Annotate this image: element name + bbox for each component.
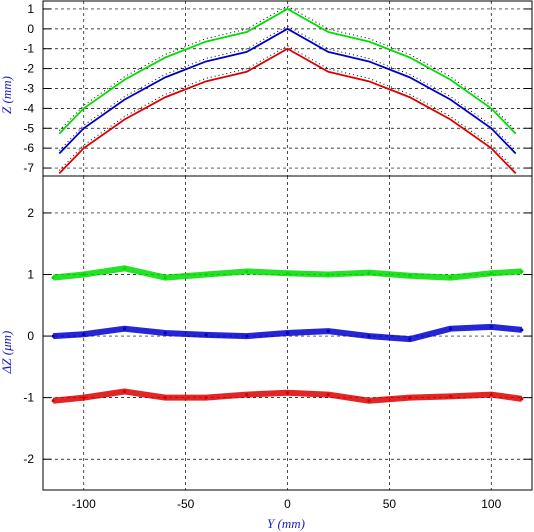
bottom-y-tick-label: 1 — [27, 268, 34, 282]
bottom-series-2-point — [448, 394, 453, 399]
bottom-series-0-point — [82, 272, 86, 277]
top-y-tick-label: -4 — [23, 101, 34, 115]
bottom-series-0-point — [245, 269, 249, 274]
top-y-tick-label: 0 — [27, 22, 34, 36]
top-y-tick-label: -2 — [23, 62, 34, 76]
top-y-tick-label: -6 — [23, 141, 34, 155]
bottom-series-0-point — [122, 266, 127, 270]
bottom-series-1-point — [245, 334, 249, 338]
bottom-series-2-point — [408, 396, 412, 400]
bottom-series-0-point — [448, 275, 453, 280]
bottom-series-2-point — [520, 397, 524, 401]
top-series-0-points — [58, 5, 517, 131]
bottom-series-0-point — [51, 275, 55, 280]
bottom-series-2-point — [51, 399, 55, 403]
bottom-series-0-point — [204, 272, 208, 277]
bottom-series-1-point — [51, 334, 55, 338]
top-y-tick-label: -1 — [23, 42, 34, 56]
top-series-2-line — [58, 47, 517, 175]
bottom-series-2-point — [122, 389, 127, 394]
top-y-axis-title: Z (mm) — [0, 76, 14, 114]
bottom-series-1-point — [448, 327, 453, 331]
x-tick-labels: -100 -50 0 50 100 — [72, 497, 502, 511]
top-panel: 1 0 -1 -2 -3 -4 -5 -6 -7 — [23, 0, 533, 177]
top-y-tick-label: -7 — [23, 161, 34, 175]
bottom-series-2-point — [204, 396, 208, 400]
bottom-series-0-point — [163, 275, 167, 280]
bottom-y-tick-label: 2 — [27, 206, 34, 220]
bottom-panel: 2 1 0 -1 -2 — [23, 175, 533, 491]
bottom-series-1-point — [520, 328, 524, 332]
bottom-series-1-point — [367, 334, 371, 338]
x-tick-label: 100 — [481, 497, 501, 511]
top-series-1-line — [58, 27, 517, 155]
bottom-series-2-point — [82, 396, 86, 400]
bottom-series-2-point — [326, 392, 330, 397]
bottom-series-1-point — [489, 325, 493, 329]
x-tick-label: -50 — [177, 497, 195, 511]
top-series-1-points — [58, 25, 517, 151]
bottom-series-1-point — [326, 329, 330, 333]
top-y-tick-label: 1 — [27, 2, 34, 16]
bottom-series-0-point — [285, 271, 290, 275]
bottom-series-1-point — [122, 327, 127, 331]
bottom-series-1-point — [408, 337, 412, 341]
bottom-series-0-point — [367, 271, 371, 275]
x-axis-title: Y (mm) — [267, 516, 305, 531]
top-y-tick-label: -5 — [23, 121, 34, 135]
bottom-series-2-point — [285, 391, 290, 395]
x-tick-label: -100 — [72, 497, 96, 511]
top-y-tick-label: -3 — [23, 82, 34, 96]
bottom-series-1-point — [163, 331, 167, 335]
x-tick-label: 50 — [383, 497, 397, 511]
bottom-series-1-point — [285, 331, 290, 335]
bottom-series-2-point — [367, 399, 371, 403]
bottom-y-axis-title: ΔZ (μm) — [0, 331, 14, 375]
bottom-series-0-point — [489, 271, 493, 275]
bottom-series-0-point — [326, 272, 330, 277]
bottom-series-2-point — [489, 392, 493, 397]
bottom-y-tick-label: 0 — [27, 329, 34, 343]
bottom-series-0-point — [520, 269, 524, 274]
bottom-y-tick-label: -1 — [23, 391, 34, 405]
bottom-y-tick-label: -2 — [23, 452, 34, 466]
bottom-series-2-point — [245, 392, 249, 397]
x-tick-label: 0 — [284, 497, 291, 511]
bottom-series-1-point — [204, 333, 208, 337]
bottom-series-2-point — [163, 396, 167, 400]
bottom-series-1-point — [82, 332, 86, 336]
top-series-0-line — [58, 7, 517, 135]
top-series-2-points — [58, 45, 517, 171]
bottom-series-0-point — [408, 274, 412, 278]
